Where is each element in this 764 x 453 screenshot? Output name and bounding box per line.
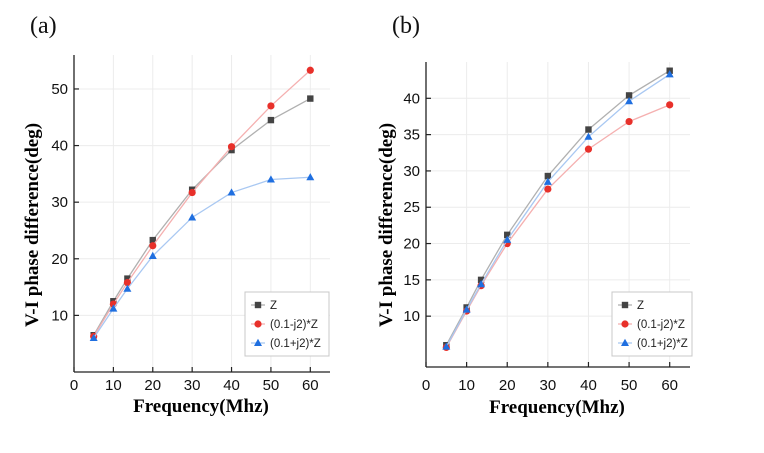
y-tick-label: 40 (51, 138, 68, 155)
x-tick-label: 60 (661, 377, 678, 394)
series-line-0 (445, 70, 671, 346)
data-point-series-2 (89, 333, 98, 342)
x-tick-label: 40 (223, 377, 240, 394)
x-tick-label: 20 (499, 377, 516, 394)
data-point-series-0 (585, 126, 592, 133)
data-point-series-2 (306, 173, 315, 181)
legend-label: (0.1+j2)*Z (270, 338, 321, 350)
data-point-series-1 (149, 242, 157, 250)
legend-b: Z (0.1-j2)*Z (0.1+j2)*Z (611, 291, 693, 357)
legend-marker (621, 301, 629, 309)
panel-b: (b) 0 10 20 30 40 50 60 10 15 20 25 30 35 40 Z (0.1-j2… (376, 13, 693, 418)
x-tick-label: 0 (70, 377, 78, 394)
legend-marker (254, 320, 262, 328)
data-point-series-0 (477, 276, 485, 284)
data-point-series-0 (504, 231, 511, 239)
legend-a: Z (0.1-j2)*Z (0.1+j2)*Z (244, 291, 330, 357)
y-tick-label: 20 (403, 236, 420, 253)
panel-b-label: (b) (392, 13, 420, 39)
legend-label: (0.1-j2)*Z (637, 319, 685, 331)
legend-label: (0.1-j2)*Z (270, 319, 318, 331)
data-point-series-1 (227, 143, 236, 151)
series-line-2 (445, 73, 671, 347)
x-tick-label: 30 (540, 377, 557, 394)
data-point-series-0 (149, 236, 156, 244)
y-axis-title-b: V-I phase difference(deg) (376, 123, 397, 327)
legend-marker (254, 338, 262, 346)
panel-a: (a) 0 10 20 30 40 50 60 10 20 30 40 50 Z (0.1-j2)*Z (… (22, 13, 330, 417)
data-point-series-2 (227, 188, 236, 196)
data-point-series-1 (666, 101, 674, 109)
x-tick-label: 10 (458, 377, 475, 394)
series-line-0 (93, 98, 311, 336)
y-tick-label: 35 (403, 127, 420, 144)
y-tick-label: 15 (403, 272, 420, 289)
data-point-series-1 (584, 145, 593, 153)
data-point-series-2 (442, 342, 451, 350)
legend-label: Z (637, 300, 644, 312)
data-point-series-0 (267, 116, 275, 124)
x-tick-label: 40 (580, 377, 597, 394)
x-tick-label: 0 (422, 377, 430, 394)
data-point-series-2 (477, 280, 486, 288)
y-tick-label: 30 (51, 194, 68, 211)
data-point-series-0 (625, 92, 633, 99)
data-point-series-2 (625, 97, 634, 105)
x-axis-title-b: Frequency(Mhz) (489, 397, 625, 418)
x-tick-label: 50 (263, 377, 280, 394)
x-tick-label: 30 (184, 377, 201, 394)
data-point-series-1 (544, 185, 552, 193)
data-point-series-2 (665, 70, 674, 78)
data-point-series-2 (188, 213, 197, 221)
y-tick-label: 25 (403, 199, 420, 216)
legend-marker (621, 338, 629, 346)
data-point-series-2 (462, 305, 471, 313)
data-point-series-0 (307, 95, 314, 102)
y-tick-label: 10 (51, 307, 68, 324)
y-tick-label: 30 (403, 163, 420, 180)
series-line-1 (93, 69, 311, 337)
legend-label: (0.1+j2)*Z (637, 338, 688, 350)
y-tick-label: 10 (403, 308, 420, 325)
data-point-series-1 (267, 102, 275, 110)
data-point-series-2 (266, 175, 275, 183)
panel-a-label: (a) (30, 13, 57, 39)
legend-marker (254, 301, 262, 309)
data-point-series-2 (503, 235, 512, 243)
data-point-series-0 (544, 172, 552, 180)
x-tick-label: 50 (621, 377, 638, 394)
x-tick-label: 20 (144, 377, 161, 394)
y-tick-label: 50 (51, 81, 68, 98)
y-tick-label: 20 (51, 251, 68, 268)
data-point-series-2 (148, 251, 157, 259)
data-point-series-1 (123, 278, 132, 287)
y-tick-label: 40 (403, 90, 420, 107)
data-point-series-2 (109, 304, 118, 312)
x-tick-label: 60 (302, 377, 319, 394)
data-point-series-2 (123, 284, 132, 292)
y-axis-title-a: V-I phase difference(deg) (22, 123, 43, 327)
legend-marker (621, 320, 629, 328)
x-axis-title-a: Frequency(Mhz) (133, 396, 269, 417)
data-point-series-1 (306, 66, 314, 74)
series-line-1 (445, 104, 670, 348)
data-point-series-2 (543, 177, 552, 185)
x-tick-label: 10 (105, 377, 122, 394)
data-point-series-1 (188, 188, 196, 197)
series-line-2 (93, 176, 311, 339)
data-point-series-2 (584, 132, 593, 140)
data-point-series-1 (625, 117, 633, 126)
data-point-series-0 (124, 275, 131, 282)
legend-label: Z (270, 300, 277, 312)
